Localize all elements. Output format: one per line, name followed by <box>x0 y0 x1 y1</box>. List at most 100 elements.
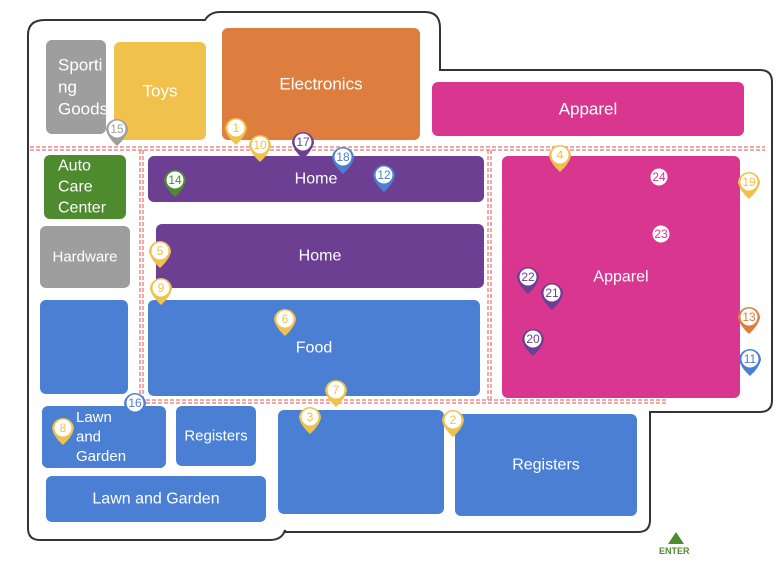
dept-block[interactable] <box>502 156 740 398</box>
dept-auto-care[interactable]: Auto Care Center <box>44 155 126 219</box>
map-pin-4[interactable]: 4 <box>549 145 571 172</box>
dept-label-line: Garden <box>76 448 126 465</box>
dept-lawn-small[interactable]: Lawn and Garden <box>42 406 166 468</box>
dept-home-mid[interactable]: Home <box>156 224 484 288</box>
dept-home-top[interactable]: Home <box>148 156 484 202</box>
dept-block[interactable] <box>44 155 126 219</box>
map-pin-11[interactable]: 11 <box>739 349 761 376</box>
map-pin-number: 10 <box>253 138 267 152</box>
map-pin-face <box>108 120 126 138</box>
map-pin-face <box>151 242 169 260</box>
dept-block[interactable] <box>148 156 484 202</box>
dept-toys[interactable]: Toys <box>114 42 206 140</box>
dept-block[interactable] <box>222 28 420 140</box>
map-pin-9[interactable]: 9 <box>150 278 172 305</box>
map-pin-7[interactable]: 7 <box>325 380 347 407</box>
dept-sporting-goods[interactable]: Sporti ng Goods <box>46 40 108 134</box>
map-pin-number: 15 <box>110 122 124 136</box>
map-pin-18[interactable]: 18 <box>332 147 354 174</box>
map-pin-5[interactable]: 5 <box>149 241 171 268</box>
dept-block[interactable] <box>42 406 166 468</box>
dept-label-line: Electronics <box>279 75 362 94</box>
map-pin-face <box>251 136 269 154</box>
dept-apparel-top[interactable]: Apparel <box>432 82 744 136</box>
map-pin-13[interactable]: 13 <box>738 307 760 334</box>
map-pin-6[interactable]: 6 <box>274 309 296 336</box>
dept-food[interactable]: Food <box>148 300 480 396</box>
dept-block[interactable] <box>40 300 128 394</box>
map-pin-16[interactable]: 16 <box>124 393 146 420</box>
dept-block[interactable] <box>114 42 206 140</box>
map-pin-face <box>551 146 569 164</box>
map-pin-face <box>543 284 561 302</box>
dept-hardware[interactable]: Hardware <box>40 226 130 288</box>
map-pin-face <box>301 408 319 426</box>
dept-lawn-wide[interactable]: Lawn and Garden <box>46 476 266 522</box>
map-pin-22[interactable]: 22 <box>517 267 539 294</box>
dept-label-line: Hardware <box>52 249 117 266</box>
map-pin-face <box>126 394 144 412</box>
map-pin-15[interactable]: 15 <box>106 119 128 146</box>
dept-block[interactable] <box>156 224 484 288</box>
map-pin-1[interactable]: 1 <box>225 118 247 145</box>
dept-block[interactable] <box>46 40 106 134</box>
dept-block[interactable] <box>40 226 130 288</box>
map-pin-14[interactable]: 14 <box>164 170 186 197</box>
dept-label-line: Home <box>295 171 338 188</box>
map-pin-number: 16 <box>128 396 142 410</box>
map-pin-10[interactable]: 10 <box>249 135 271 162</box>
dept-label-line: Toys <box>143 82 178 101</box>
dept-registers-right[interactable]: Registers <box>455 414 637 516</box>
map-pin-24[interactable]: 24 <box>648 167 670 194</box>
map-pin-number: 19 <box>742 175 756 189</box>
map-pin-face <box>519 268 537 286</box>
map-pin-12[interactable]: 12 <box>373 165 395 192</box>
map-pin-number: 8 <box>60 421 67 435</box>
map-pin-17[interactable]: 17 <box>292 132 314 159</box>
map-pin-face <box>166 171 184 189</box>
dept-apparel-main[interactable]: Apparel <box>502 156 740 398</box>
map-pin-23[interactable]: 23 <box>650 224 672 251</box>
map-pin-face <box>54 419 72 437</box>
map-pin-number: 20 <box>526 332 540 346</box>
map-pin-face <box>227 119 245 137</box>
map-pin-face <box>652 225 670 243</box>
dept-label-line: Goods <box>58 100 108 119</box>
map-pin-face <box>276 310 294 328</box>
entrance-arrow-icon <box>668 532 684 544</box>
dept-unlabeled-blue[interactable] <box>40 300 128 394</box>
map-pin-number: 17 <box>296 135 310 149</box>
map-pin-face <box>740 308 758 326</box>
dept-label-line: Apparel <box>593 269 648 286</box>
dept-block[interactable] <box>455 414 637 516</box>
map-pin-20[interactable]: 20 <box>522 329 544 356</box>
dept-label-line: Registers <box>512 457 580 474</box>
map-pin-number: 6 <box>282 312 289 326</box>
dept-block[interactable] <box>148 300 480 396</box>
map-pin-number: 3 <box>307 410 314 424</box>
map-pin-8[interactable]: 8 <box>52 418 74 445</box>
dept-label-line: Apparel <box>559 100 618 119</box>
map-pin-face <box>524 330 542 348</box>
map-pin-number: 12 <box>377 168 391 182</box>
map-pin-number: 24 <box>652 170 666 184</box>
map-pin-number: 18 <box>336 150 350 164</box>
map-pin-21[interactable]: 21 <box>541 283 563 310</box>
dept-label-line: Lawn and Garden <box>92 491 219 508</box>
dept-block[interactable] <box>176 406 256 466</box>
dept-block[interactable] <box>432 82 744 136</box>
map-pin-number: 11 <box>744 352 757 366</box>
map-pin-3[interactable]: 3 <box>299 407 321 434</box>
map-pin-19[interactable]: 19 <box>738 172 760 199</box>
dept-block[interactable] <box>278 410 444 514</box>
map-pin-face <box>334 148 352 166</box>
dept-label-line: ng <box>58 78 77 97</box>
dept-block[interactable] <box>46 476 266 522</box>
dept-center-block[interactable] <box>278 410 444 514</box>
map-pin-face <box>444 411 462 429</box>
dept-registers-small[interactable]: Registers <box>176 406 256 466</box>
dept-label-line: Auto <box>58 158 91 175</box>
dept-electronics[interactable]: Electronics <box>222 28 420 140</box>
map-pin-2[interactable]: 2 <box>442 410 464 437</box>
